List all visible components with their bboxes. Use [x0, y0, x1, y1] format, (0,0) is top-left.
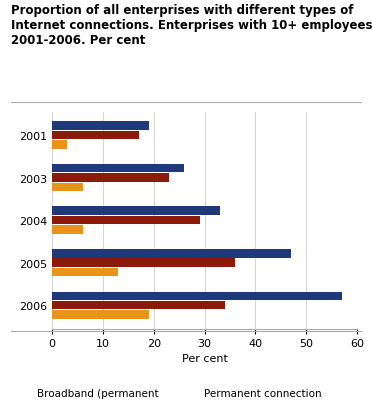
Legend: Broadband (permanent
connection with a trans-
mission capacity of at least
2 Mbi: Broadband (permanent connection with a t…: [21, 388, 372, 401]
Bar: [52, 207, 220, 215]
Bar: [52, 174, 169, 182]
Bar: [52, 249, 291, 258]
Bar: [52, 132, 138, 140]
Bar: [52, 310, 149, 319]
Bar: [52, 301, 225, 310]
Bar: [52, 122, 149, 131]
Bar: [52, 183, 83, 192]
Bar: [52, 226, 83, 234]
Bar: [52, 216, 199, 225]
Bar: [52, 259, 235, 267]
Bar: [52, 268, 118, 277]
X-axis label: Per cent: Per cent: [182, 352, 228, 363]
Bar: [52, 292, 342, 300]
Bar: [52, 164, 184, 173]
Bar: [52, 141, 67, 149]
Text: Proportion of all enterprises with different types of
Internet connections. Ente: Proportion of all enterprises with diffe…: [11, 4, 372, 47]
